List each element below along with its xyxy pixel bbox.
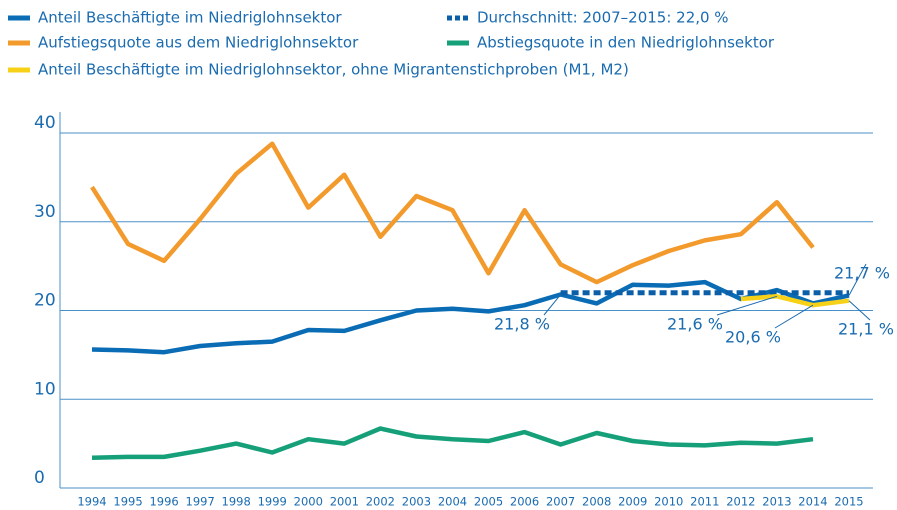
x-tick-label: 2015 bbox=[834, 495, 863, 509]
x-tick-label: 1998 bbox=[222, 495, 251, 509]
leader-line bbox=[774, 304, 814, 329]
y-tick-label: 40 bbox=[34, 113, 56, 133]
leader-line bbox=[716, 295, 778, 316]
leader-line bbox=[543, 294, 562, 316]
x-tick-label: 2010 bbox=[654, 495, 683, 509]
x-tick-label: 1994 bbox=[77, 495, 106, 509]
value-label: 21,6 % bbox=[667, 315, 723, 334]
x-tick-label: 2003 bbox=[402, 495, 431, 509]
series-line bbox=[91, 426, 814, 461]
x-tick-label: 2009 bbox=[618, 495, 647, 509]
x-tick-label: 1996 bbox=[149, 495, 178, 509]
x-tick-label: 2012 bbox=[726, 495, 755, 509]
x-tick-label: 2014 bbox=[798, 495, 827, 509]
legend-label: Abstiegsquote in den Niedriglohnsektor bbox=[477, 34, 775, 52]
leader-line bbox=[848, 263, 867, 296]
x-tick-label: 2000 bbox=[294, 495, 323, 509]
leader-line bbox=[848, 300, 871, 321]
x-tick-label: 2004 bbox=[438, 495, 467, 509]
legend-label: Anteil Beschäftigte im Niedriglohnsektor… bbox=[38, 61, 629, 79]
x-tick-label: 2005 bbox=[474, 495, 503, 509]
series-line bbox=[91, 279, 850, 355]
value-label: 21,7 % bbox=[834, 264, 890, 283]
x-tick-label: 1999 bbox=[258, 495, 287, 509]
y-tick-label: 20 bbox=[34, 291, 56, 311]
legend-label: Aufstiegsquote aus dem Niedriglohnsektor bbox=[38, 34, 359, 52]
series-line bbox=[90, 141, 815, 285]
x-tick-label: 1997 bbox=[186, 495, 215, 509]
legend-label: Anteil Beschäftigte im Niedriglohnsektor bbox=[38, 9, 342, 27]
x-tick-label: 2008 bbox=[582, 495, 611, 509]
x-tick-label: 2002 bbox=[366, 495, 395, 509]
x-tick-label: 2006 bbox=[510, 495, 539, 509]
y-tick-label: 10 bbox=[34, 379, 56, 399]
y-tick-label: 0 bbox=[34, 468, 45, 488]
x-tick-label: 2001 bbox=[330, 495, 359, 509]
value-label: 20,6 % bbox=[725, 328, 781, 347]
x-tick-label: 2013 bbox=[762, 495, 791, 509]
series-line bbox=[740, 294, 850, 308]
value-label: 21,1 % bbox=[838, 320, 894, 339]
x-tick-label: 2007 bbox=[546, 495, 575, 509]
legend-label: Durchschnitt: 2007–2015: 22,0 % bbox=[477, 9, 729, 27]
x-tick-label: 1995 bbox=[113, 495, 142, 509]
y-tick-label: 30 bbox=[34, 202, 56, 222]
x-tick-label: 2011 bbox=[690, 495, 719, 509]
value-label: 21,8 % bbox=[494, 315, 550, 334]
